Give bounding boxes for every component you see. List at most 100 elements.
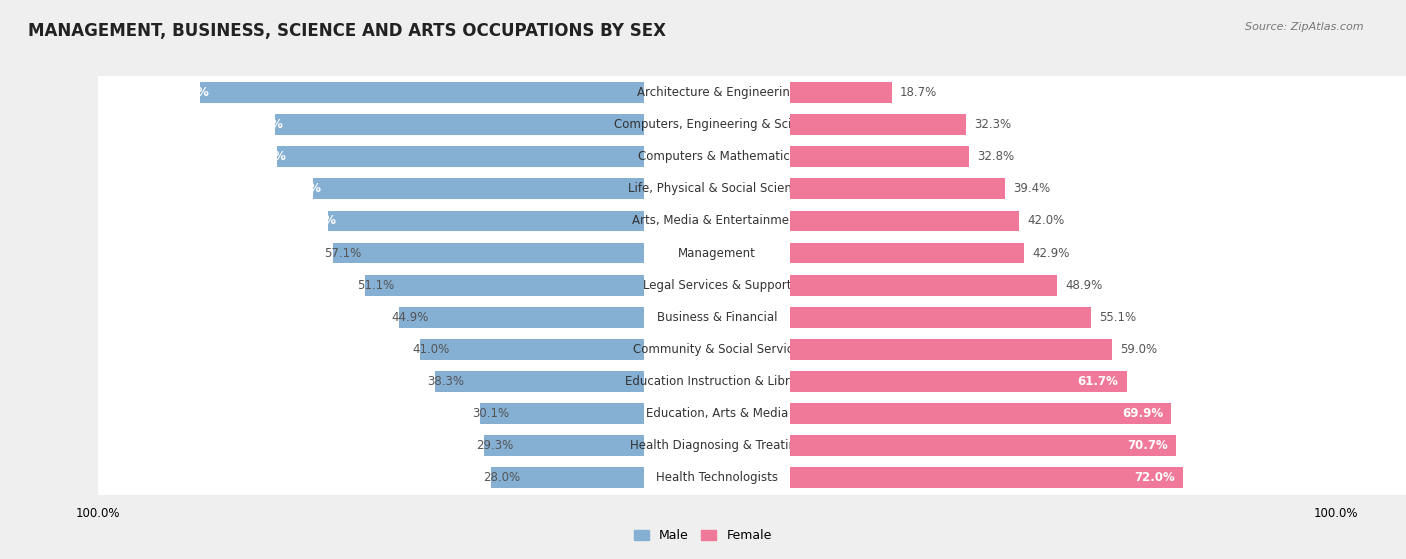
Bar [790,403,1171,424]
Text: Computers, Engineering & Science: Computers, Engineering & Science [614,119,820,131]
FancyBboxPatch shape [98,268,644,302]
Text: 55.1%: 55.1% [1099,311,1136,324]
FancyBboxPatch shape [790,75,1336,110]
Text: 61.7%: 61.7% [1077,375,1118,388]
FancyBboxPatch shape [644,204,1406,238]
Bar [790,274,1057,296]
FancyBboxPatch shape [644,140,1406,174]
Text: 32.3%: 32.3% [974,119,1011,131]
Text: 69.9%: 69.9% [1122,407,1163,420]
FancyBboxPatch shape [644,428,1406,462]
Text: Management: Management [678,247,756,259]
Bar [790,243,1024,263]
FancyBboxPatch shape [98,75,644,110]
Bar [790,339,1112,359]
Text: 59.0%: 59.0% [1121,343,1157,356]
Text: 70.7%: 70.7% [1126,439,1167,452]
Text: Community & Social Service: Community & Social Service [633,343,801,356]
Text: 42.0%: 42.0% [1028,215,1064,228]
Bar [274,115,644,135]
Bar [479,403,644,424]
FancyBboxPatch shape [644,332,1406,366]
FancyBboxPatch shape [644,172,1406,206]
Bar [333,243,644,263]
FancyBboxPatch shape [790,396,1336,430]
FancyBboxPatch shape [790,172,1336,206]
Text: 29.3%: 29.3% [477,439,513,452]
Text: MANAGEMENT, BUSINESS, SCIENCE AND ARTS OCCUPATIONS BY SEX: MANAGEMENT, BUSINESS, SCIENCE AND ARTS O… [28,22,666,40]
Text: 48.9%: 48.9% [1064,278,1102,292]
Text: 72.0%: 72.0% [1133,471,1174,484]
Text: 30.1%: 30.1% [472,407,509,420]
FancyBboxPatch shape [790,204,1336,238]
Text: 39.4%: 39.4% [1014,182,1050,196]
Bar [790,115,966,135]
Text: Education Instruction & Library: Education Instruction & Library [626,375,808,388]
FancyBboxPatch shape [644,300,1406,334]
Text: 67.2%: 67.2% [245,150,285,163]
FancyBboxPatch shape [98,300,644,334]
FancyBboxPatch shape [644,268,1406,302]
Text: Computers & Mathematics: Computers & Mathematics [638,150,796,163]
Text: Health Diagnosing & Treating: Health Diagnosing & Treating [630,439,804,452]
Bar [366,274,644,296]
Bar [790,307,1091,328]
Text: Health Technologists: Health Technologists [657,471,778,484]
FancyBboxPatch shape [790,428,1336,462]
FancyBboxPatch shape [644,396,1406,430]
FancyBboxPatch shape [644,75,1406,110]
FancyBboxPatch shape [98,236,644,270]
FancyBboxPatch shape [98,428,644,462]
FancyBboxPatch shape [790,364,1336,399]
Text: Source: ZipAtlas.com: Source: ZipAtlas.com [1246,22,1364,32]
FancyBboxPatch shape [790,300,1336,334]
Text: 60.6%: 60.6% [281,182,322,196]
FancyBboxPatch shape [790,268,1336,302]
Bar [420,339,644,359]
Text: 81.3%: 81.3% [167,86,208,100]
FancyBboxPatch shape [644,364,1406,399]
Bar [436,371,644,392]
Text: Life, Physical & Social Science: Life, Physical & Social Science [628,182,806,196]
Text: 28.0%: 28.0% [484,471,520,484]
FancyBboxPatch shape [98,172,644,206]
Text: 58.0%: 58.0% [295,215,336,228]
Bar [277,146,644,167]
Text: Architecture & Engineering: Architecture & Engineering [637,86,797,100]
FancyBboxPatch shape [98,461,644,495]
FancyBboxPatch shape [644,108,1406,142]
Text: Legal Services & Support: Legal Services & Support [643,278,792,292]
FancyBboxPatch shape [98,332,644,366]
Text: 57.1%: 57.1% [325,247,361,259]
Bar [484,435,644,456]
FancyBboxPatch shape [790,236,1336,270]
FancyBboxPatch shape [98,396,644,430]
FancyBboxPatch shape [644,461,1406,495]
Bar [399,307,644,328]
FancyBboxPatch shape [790,332,1336,366]
Bar [790,146,969,167]
Bar [314,178,644,200]
Text: 32.8%: 32.8% [977,150,1014,163]
FancyBboxPatch shape [790,461,1336,495]
FancyBboxPatch shape [98,364,644,399]
Text: Education, Arts & Media: Education, Arts & Media [645,407,789,420]
Text: 67.7%: 67.7% [242,119,283,131]
Bar [328,211,644,231]
Bar [790,371,1126,392]
Text: 44.9%: 44.9% [391,311,429,324]
FancyBboxPatch shape [790,140,1336,174]
Text: 41.0%: 41.0% [412,343,450,356]
Bar [790,211,1019,231]
FancyBboxPatch shape [644,236,1406,270]
Text: 42.9%: 42.9% [1032,247,1070,259]
Text: 38.3%: 38.3% [427,375,464,388]
Text: Arts, Media & Entertainment: Arts, Media & Entertainment [633,215,801,228]
Bar [790,435,1175,456]
FancyBboxPatch shape [98,140,644,174]
Text: Business & Financial: Business & Financial [657,311,778,324]
Text: 18.7%: 18.7% [900,86,938,100]
Bar [790,178,1005,200]
Bar [492,467,644,488]
Bar [201,82,644,103]
